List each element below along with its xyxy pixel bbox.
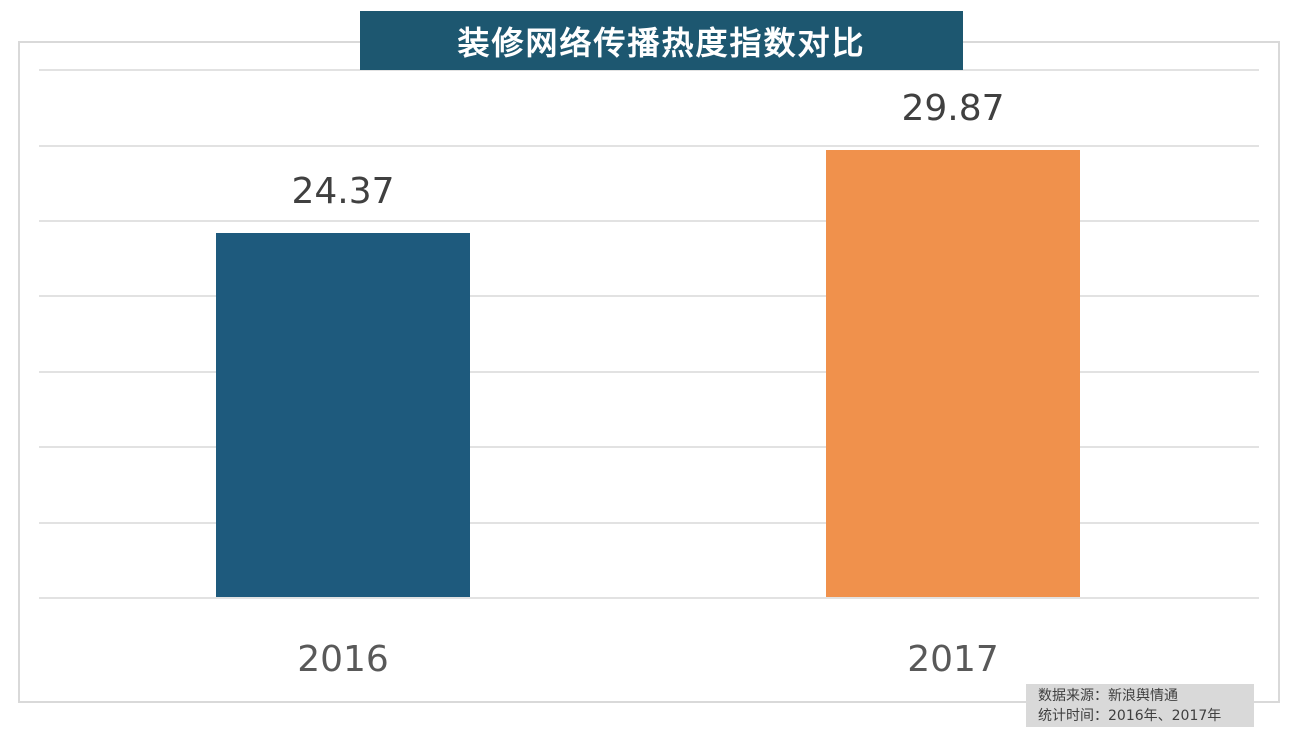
source-box: 数据来源：新浪舆情通 统计时间：2016年、2017年 <box>1026 684 1254 727</box>
chart-title: 装修网络传播热度指数对比 <box>457 23 866 62</box>
gridline <box>39 446 1259 448</box>
gridline <box>39 220 1259 222</box>
source-line: 数据来源：新浪舆情通 <box>1038 688 1178 704</box>
stat-time-line: 统计时间：2016年、2017年 <box>1038 708 1222 724</box>
bar-2017[interactable] <box>826 150 1080 597</box>
gridline <box>39 69 1259 71</box>
value-label-2017: 29.87 <box>901 88 1005 129</box>
gridline <box>39 371 1259 373</box>
gridline <box>39 145 1259 147</box>
chart-title-banner: 装修网络传播热度指数对比 <box>360 11 963 70</box>
bar-2016[interactable] <box>216 233 470 597</box>
x-axis-label-2016: 2016 <box>297 639 389 680</box>
gridline <box>39 597 1259 599</box>
x-axis-label-2017: 2017 <box>907 639 999 680</box>
value-label-2016: 24.37 <box>291 171 395 212</box>
gridline <box>39 522 1259 524</box>
gridline <box>39 295 1259 297</box>
